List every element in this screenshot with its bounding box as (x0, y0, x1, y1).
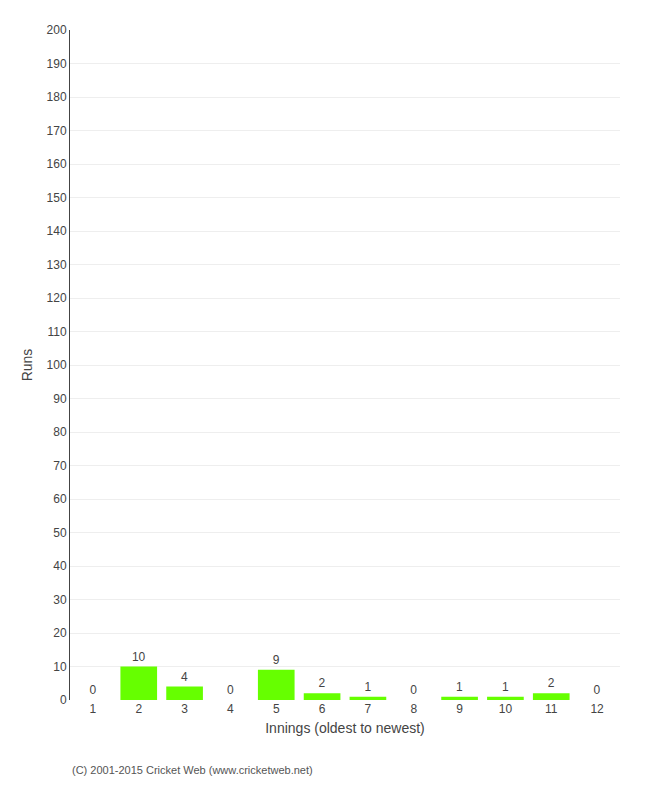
svg-text:12: 12 (590, 702, 604, 716)
svg-text:120: 120 (47, 291, 67, 305)
svg-text:10: 10 (499, 702, 513, 716)
svg-text:Innings (oldest to newest): Innings (oldest to newest) (265, 720, 425, 736)
svg-text:90: 90 (53, 392, 67, 406)
svg-text:100: 100 (47, 358, 67, 372)
svg-text:2: 2 (135, 702, 142, 716)
svg-text:2: 2 (548, 676, 555, 690)
svg-text:50: 50 (53, 526, 67, 540)
svg-text:(C) 2001-2015 Cricket Web (www: (C) 2001-2015 Cricket Web (www.cricketwe… (72, 764, 313, 776)
svg-text:7: 7 (365, 702, 372, 716)
svg-text:200: 200 (47, 23, 67, 37)
svg-text:1: 1 (502, 680, 509, 694)
svg-text:110: 110 (47, 325, 66, 339)
svg-text:140: 140 (47, 224, 67, 238)
svg-text:150: 150 (47, 191, 67, 205)
svg-text:10: 10 (132, 650, 146, 664)
svg-text:190: 190 (47, 57, 67, 71)
svg-text:170: 170 (47, 124, 67, 138)
svg-text:130: 130 (47, 258, 67, 272)
svg-text:9: 9 (456, 702, 463, 716)
svg-text:0: 0 (227, 683, 234, 697)
svg-text:Runs: Runs (19, 349, 35, 382)
svg-text:0: 0 (410, 683, 417, 697)
svg-text:5: 5 (273, 702, 280, 716)
svg-text:11: 11 (545, 702, 558, 716)
svg-text:20: 20 (53, 626, 67, 640)
svg-text:4: 4 (227, 702, 234, 716)
svg-text:60: 60 (53, 492, 67, 506)
svg-text:9: 9 (273, 653, 280, 667)
svg-text:8: 8 (410, 702, 417, 716)
svg-text:4: 4 (181, 670, 188, 684)
svg-text:30: 30 (53, 593, 67, 607)
svg-text:80: 80 (53, 425, 67, 439)
svg-text:160: 160 (47, 157, 67, 171)
svg-text:1: 1 (456, 680, 463, 694)
svg-text:180: 180 (47, 90, 67, 104)
svg-text:0: 0 (60, 693, 67, 707)
svg-text:2: 2 (319, 676, 326, 690)
svg-text:1: 1 (364, 680, 371, 694)
svg-text:40: 40 (53, 559, 67, 573)
svg-text:0: 0 (89, 683, 96, 697)
svg-text:10: 10 (53, 660, 67, 674)
svg-text:70: 70 (53, 459, 67, 473)
svg-text:6: 6 (319, 702, 326, 716)
svg-text:1: 1 (90, 702, 97, 716)
svg-text:3: 3 (181, 702, 188, 716)
svg-text:0: 0 (594, 683, 601, 697)
